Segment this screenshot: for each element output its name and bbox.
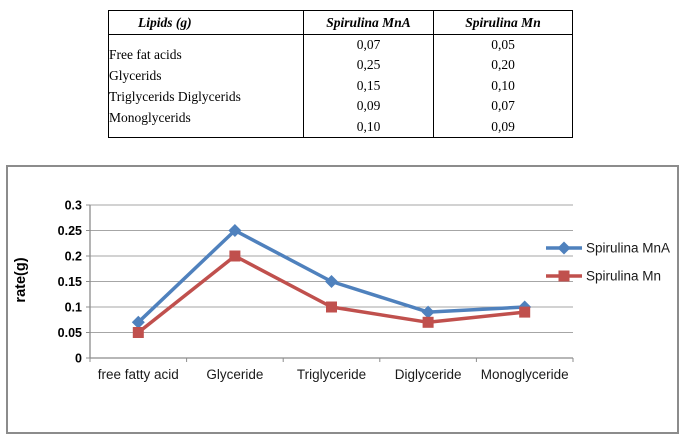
spirulina-mn-value: 0,10 — [491, 77, 515, 93]
table-header-lipids: Lipids (g) — [108, 10, 304, 35]
y-tick-label: 0 — [75, 352, 82, 366]
table-header-row: Lipids (g) Spirulina MnA Spirulina Mn — [108, 10, 573, 35]
legend-marker-spirulina-mn — [558, 270, 570, 282]
y-tick-label: 0.3 — [65, 199, 82, 213]
x-category-label: Diglyceride — [395, 367, 462, 382]
spirulina-mna-value: 0,09 — [356, 98, 381, 114]
table-body-row: Free fat acids Glycerids Triglycerids Digl… — [108, 33, 573, 139]
lipids-table: Lipids (g) Spirulina MnA Spirulina Mn Fr… — [108, 10, 573, 139]
lipid-name: Free fat acids — [109, 47, 182, 63]
lipid-name: Triglycerids Diglycerids — [109, 89, 241, 105]
chart-frame: 0 0.05 0.1 0.15 0.2 0.25 0.3 free fatty acid Gly… — [6, 165, 679, 434]
spirulina-mna-value: 0,07 — [356, 37, 381, 52]
y-tick-label: 0.05 — [58, 326, 82, 340]
spirulina-mna-values-cell: 0,07 0,25 0,15 0,09 0,10 — [303, 33, 434, 139]
marker-spirulina-mna — [228, 224, 242, 237]
spirulina-mn-value: 0,20 — [491, 57, 515, 73]
x-category-label: free fatty acid — [98, 367, 179, 382]
legend-marker-spirulina-mna — [557, 241, 571, 255]
legend-label-spirulina-mna: Spirulina MnA — [586, 241, 670, 256]
lipids-line-chart: 0 0.05 0.1 0.15 0.2 0.25 0.3 free fatty acid Gly… — [13, 199, 670, 383]
spirulina-mna-value: 0,15 — [356, 77, 381, 93]
y-tick-label: 0.1 — [65, 301, 82, 315]
spirulina-mn-value: 0,07 — [491, 98, 515, 114]
spirulina-mna-value: 0,25 — [356, 57, 381, 73]
spirulina-mn-value: 0,05 — [491, 37, 515, 52]
marker-spirulina-mn — [326, 301, 337, 313]
marker-spirulina-mn — [422, 316, 434, 328]
lipid-name: Monoglycerids — [109, 110, 191, 126]
legend-label-spirulina-mn: Spirulina Mn — [586, 269, 661, 284]
x-category-label: Monoglyceride — [481, 367, 569, 382]
spirulina-mn-values-cell: 0,05 0,20 0,10 0,07 0,09 — [433, 33, 573, 139]
marker-spirulina-mna — [421, 305, 435, 319]
x-category-label: Triglyceride — [297, 367, 366, 382]
marker-spirulina-mn — [519, 306, 531, 318]
table-header-spirulina-mna: Spirulina MnA — [303, 10, 434, 35]
y-tick-label: 0.25 — [58, 224, 82, 238]
table-header-spirulina-mn: Spirulina Mn — [433, 10, 573, 35]
spirulina-mna-value: 0,10 — [356, 118, 381, 134]
spirulina-mn-value: 0,09 — [491, 118, 515, 134]
marker-spirulina-mna — [325, 275, 338, 288]
y-tick-label: 0.15 — [58, 275, 82, 289]
lipid-name: Glycerids — [109, 68, 162, 84]
y-tick-label: 0.2 — [65, 250, 82, 264]
x-category-label: Glyceride — [206, 367, 263, 382]
lipid-names-cell: Free fat acids Glycerids Triglycerids Digl… — [108, 33, 304, 139]
marker-spirulina-mn — [229, 250, 241, 262]
y-axis-title: rate(g) — [13, 257, 29, 302]
marker-spirulina-mn — [132, 327, 144, 338]
marker-spirulina-mna — [131, 315, 145, 329]
